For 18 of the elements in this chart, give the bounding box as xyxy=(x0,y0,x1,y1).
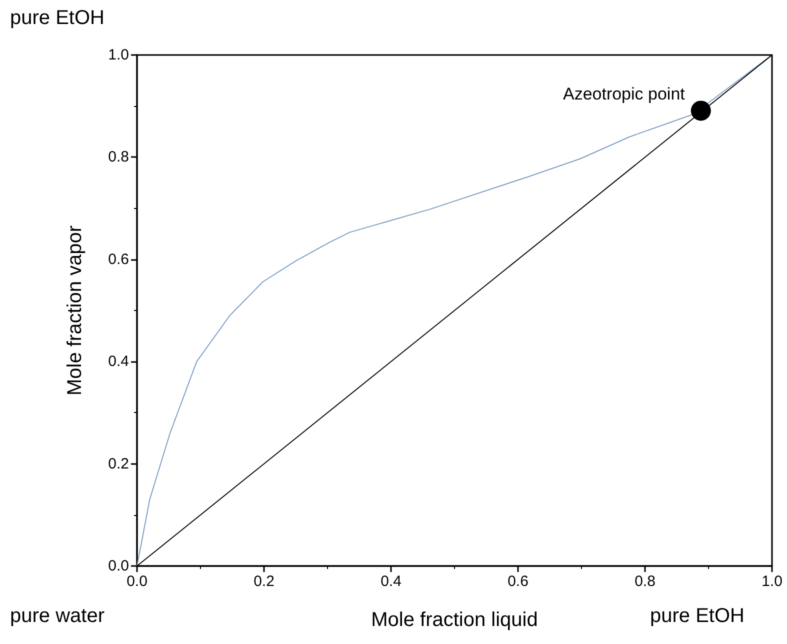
x-tick-label: 0.8 xyxy=(634,573,656,590)
text: pure EtOH xyxy=(650,605,744,627)
x-tick-label: 0.0 xyxy=(126,573,148,590)
x-tick-label: 1.0 xyxy=(762,573,782,590)
x-tick-label: 0.4 xyxy=(380,573,402,590)
annotation: Azeotropic point xyxy=(562,84,686,104)
y-tick-label: 0.6 xyxy=(108,250,129,268)
y-tick-label: 0.2 xyxy=(108,455,129,472)
x-tick-label: 0.6 xyxy=(508,573,528,590)
y-tick-label: 0.4 xyxy=(108,353,129,370)
y-axis-title: Mole fraction vapor xyxy=(64,225,86,396)
text: pure water xyxy=(10,605,105,627)
y-tick-label: 1.0 xyxy=(108,46,129,64)
x-axis-title: Mole fraction liquid xyxy=(371,609,538,631)
text: pure EtOH xyxy=(10,7,104,29)
y-tick-label: 0.0 xyxy=(108,558,129,574)
x-tick-label: 0.2 xyxy=(254,573,274,590)
y-tick-label: 0.8 xyxy=(108,148,129,166)
